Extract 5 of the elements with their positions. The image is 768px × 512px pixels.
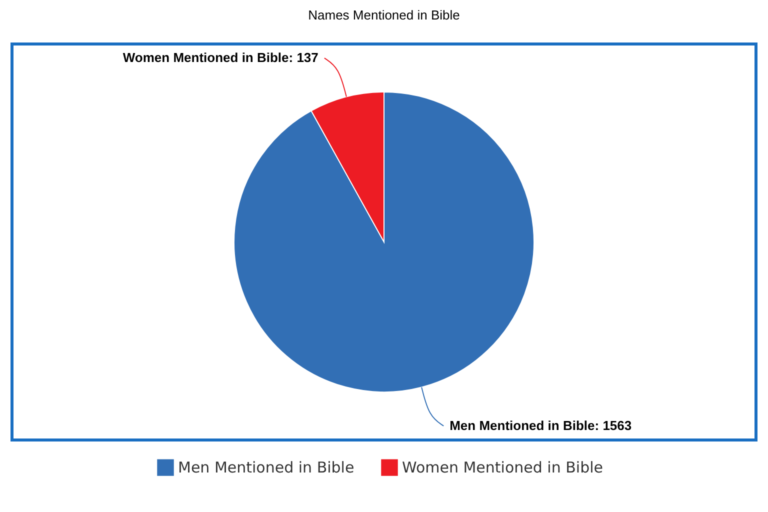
legend-label: Men Mentioned in Bible xyxy=(178,458,354,477)
data-label: Men Mentioned in Bible: 1563 xyxy=(450,418,632,433)
legend-label: Women Mentioned in Bible xyxy=(402,458,603,477)
chart-title: Names Mentioned in Bible xyxy=(308,8,460,22)
data-label: Women Mentioned in Bible: 137 xyxy=(122,50,318,66)
